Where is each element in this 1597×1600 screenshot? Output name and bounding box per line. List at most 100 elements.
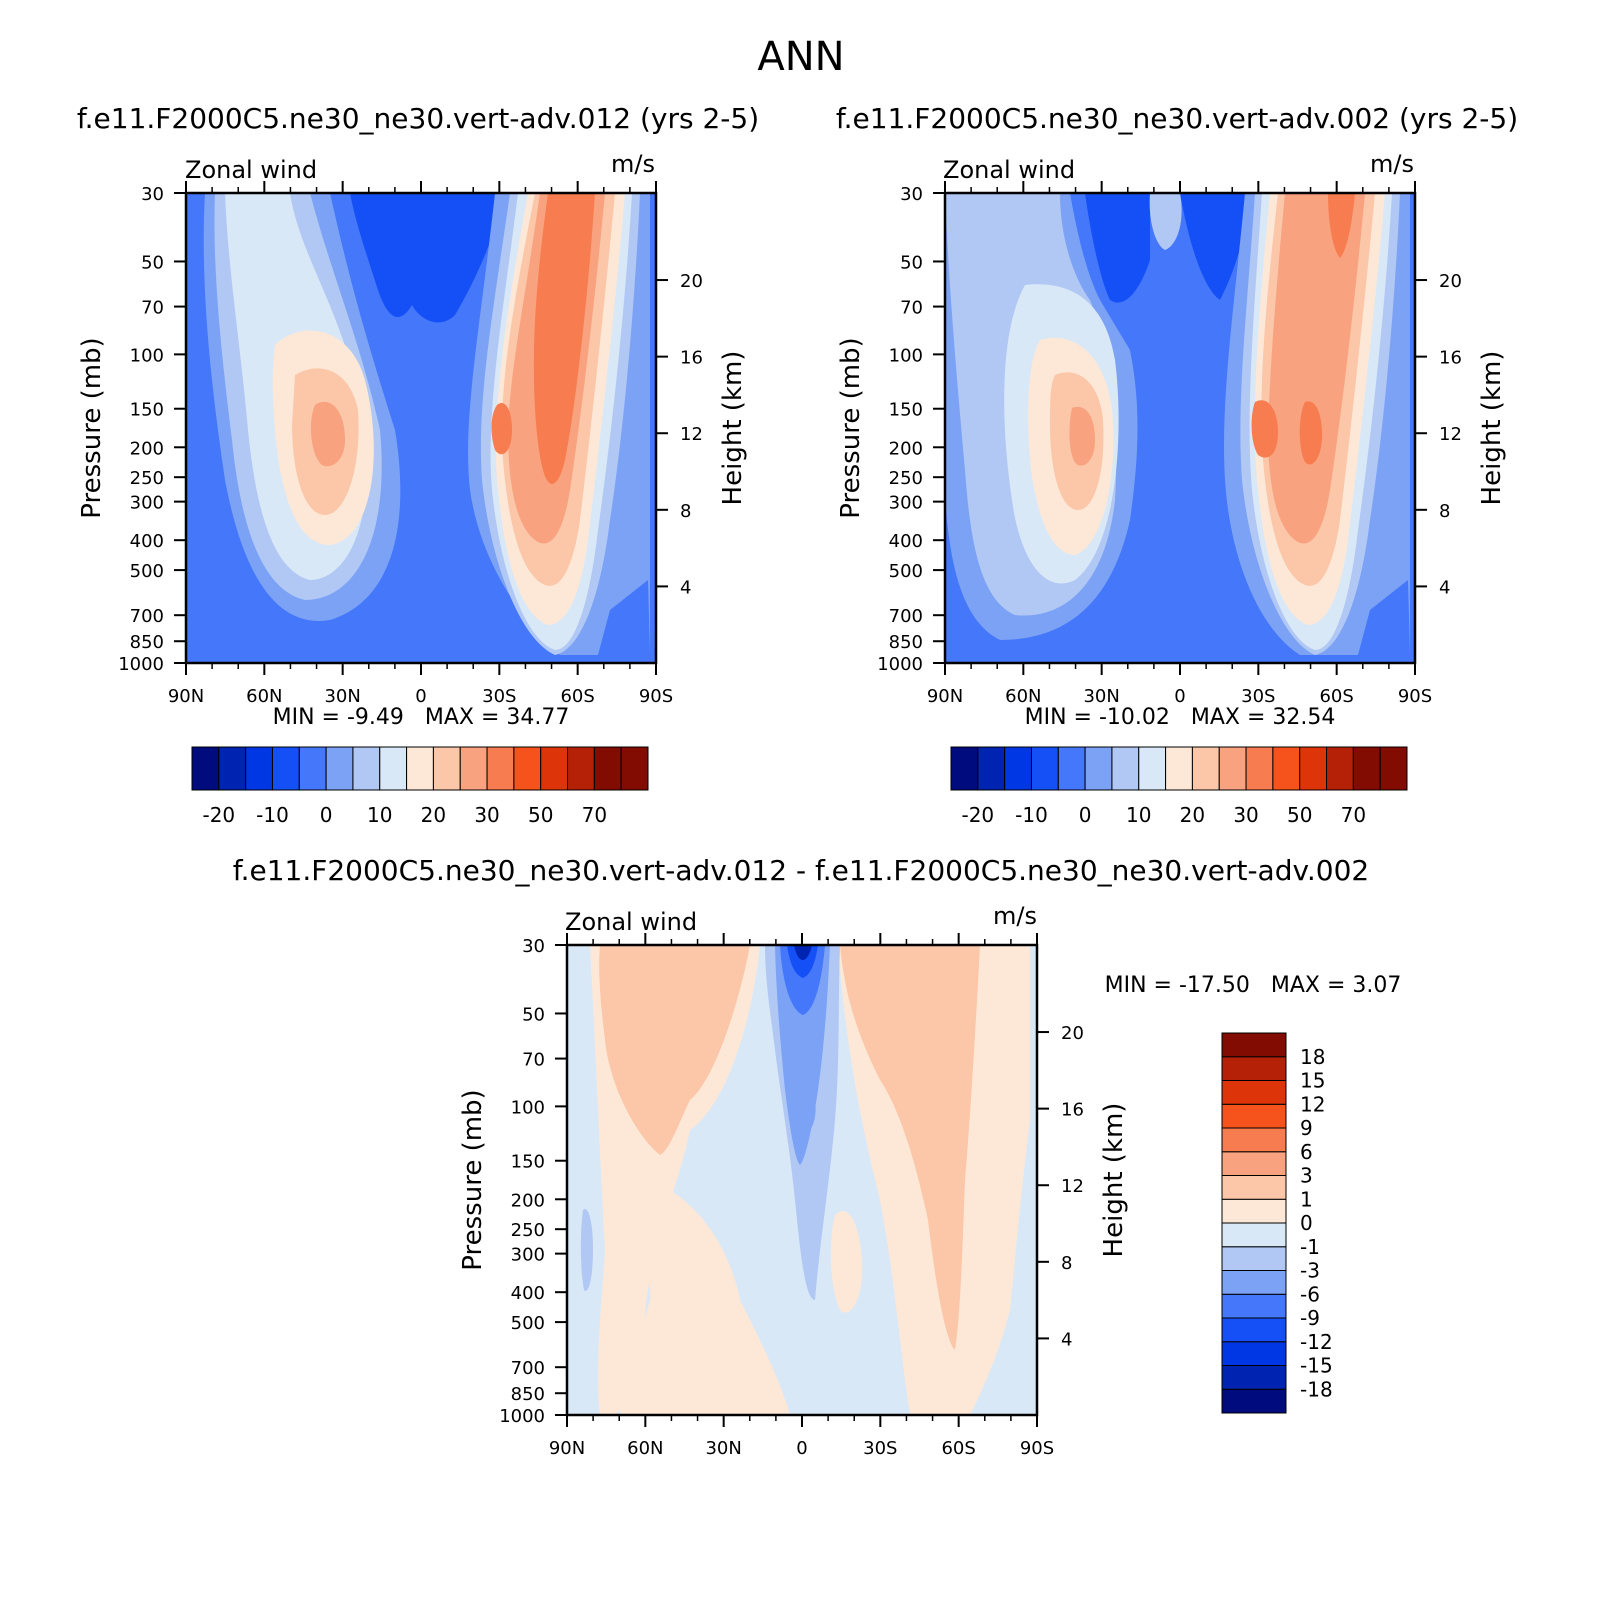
colorbar-swatch [271, 746, 300, 791]
colorbar-swatch [379, 746, 408, 791]
min-max-stats: MIN = -17.50 MAX = 3.07 [1105, 973, 1402, 998]
colorbar-swatch [1221, 1032, 1287, 1058]
colorbar-swatch [1221, 1341, 1287, 1366]
colorbar-label: 6 [1300, 1140, 1313, 1164]
colorbar-label: 30 [1233, 803, 1258, 827]
y-tick-label: 50 [141, 252, 164, 273]
contour-band-salmon-north [1069, 406, 1095, 466]
colorbar-label: -6 [1300, 1282, 1320, 1306]
x-tick-label: 30N [1083, 686, 1119, 707]
colorbar-swatch [593, 746, 622, 791]
colorbar-swatch [459, 746, 488, 791]
panel-title: f.e11.F2000C5.ne30_ne30.vert-adv.012 - f… [233, 854, 1369, 887]
y-tick-label: 250 [130, 468, 164, 489]
colorbar-swatch [1221, 1103, 1287, 1129]
colorbar-swatch [567, 746, 595, 791]
colorbar-label: 9 [1300, 1116, 1313, 1140]
colorbar-swatch [950, 746, 979, 791]
contour-plot [943, 191, 1417, 665]
contour-plot [184, 191, 658, 665]
y-tick-label: 100 [130, 345, 164, 366]
colorbar-swatch [1004, 746, 1032, 791]
y2-tick-label: 16 [680, 348, 703, 369]
contour-band-negative-north-isolated [580, 1209, 593, 1291]
colorbar-swatch [1326, 746, 1354, 791]
units-label: m/s [993, 902, 1037, 930]
contour-band-light-blue-equator [1149, 193, 1182, 250]
colorbar-swatch [1221, 1365, 1287, 1390]
y-tick-label: 70 [900, 298, 923, 319]
y-tick-label: 500 [511, 1313, 545, 1334]
y-tick-label: 70 [141, 298, 164, 319]
y-tick-label: 500 [130, 561, 164, 582]
colorbar-swatch [1191, 746, 1220, 791]
colorbar-label: -10 [1015, 803, 1048, 827]
y-tick-label: 400 [889, 531, 923, 552]
colorbar-swatch [1245, 746, 1274, 791]
panel-title: f.e11.F2000C5.ne30_ne30.vert-adv.002 (yr… [836, 102, 1518, 135]
y-tick-label: 150 [130, 400, 164, 421]
x-tick-label: 90S [639, 686, 673, 707]
x-tick-label: 30N [705, 1438, 741, 1459]
contour-band-positive-north-lower [620, 1180, 790, 1415]
figure-title: ANN [757, 34, 844, 80]
x-tick-label: 0 [1174, 686, 1185, 707]
contour-band-dark-blue-easterlies-east [1180, 193, 1250, 300]
contour-band-positive-equator-lower [830, 1211, 862, 1313]
colorbar-label: 70 [1341, 803, 1366, 827]
colorbar-label: -15 [1300, 1354, 1333, 1378]
variable-label: Zonal wind [565, 908, 697, 936]
y-tick-label: 700 [889, 606, 923, 627]
colorbar-swatch [352, 746, 381, 791]
contour-band-orange-jet-core-east [1299, 401, 1322, 465]
colorbar-swatch [486, 746, 515, 791]
contour-band-positive-north-strong [599, 945, 750, 1155]
colorbar-swatch [1221, 1056, 1287, 1081]
min-max-stats: MIN = -10.02 MAX = 32.54 [1025, 705, 1336, 730]
panel-model-012: f.e11.F2000C5.ne30_ne30.vert-adv.012 (yr… [77, 102, 759, 827]
y2-tick-label: 4 [680, 577, 691, 598]
x-tick-label: 90N [168, 686, 204, 707]
y-tick-label: 400 [130, 531, 164, 552]
colorbar-label: -1 [1300, 1235, 1320, 1259]
panel-title: f.e11.F2000C5.ne30_ne30.vert-adv.012 (yr… [77, 102, 759, 135]
y-tick-label: 300 [889, 493, 923, 514]
colorbar-label: 18 [1300, 1045, 1325, 1069]
y-tick-label: 70 [522, 1050, 545, 1071]
colorbar-label: -18 [1300, 1377, 1333, 1401]
y-tick-label: 250 [889, 468, 923, 489]
y-axis-label: Pressure (mb) [458, 1089, 488, 1270]
colorbar-swatch [1299, 746, 1328, 791]
colorbar-swatch [298, 746, 327, 791]
y2-tick-label: 20 [1061, 1023, 1084, 1044]
x-tick-label: 0 [415, 686, 426, 707]
y-tick-label: 200 [130, 438, 164, 459]
contour-band-positive-south-strong [840, 945, 980, 1350]
axes: 90N 60N 30N 0 30S 60S 90S 30 50 70 100 150 200 250 300… [499, 933, 1084, 1459]
colorbar-swatch [245, 746, 273, 791]
colorbar-swatch [406, 746, 434, 791]
contour-band-blue-surface-south [1358, 580, 1410, 655]
y2-axis-label: Height (km) [718, 351, 748, 506]
y2-tick-label: 4 [1439, 577, 1450, 598]
x-tick-label: 30S [1241, 686, 1275, 707]
colorbar-swatch [1221, 1270, 1287, 1295]
colorbar-swatch [325, 746, 354, 791]
colorbar-label: 50 [528, 803, 553, 827]
colorbar-swatch [1030, 746, 1059, 791]
contour-band-negative-secondary [789, 1076, 816, 1135]
contour-band-negative-equator-medium [775, 945, 830, 1165]
y-tick-label: 1000 [499, 1406, 545, 1427]
colorbar-swatch [1379, 746, 1408, 791]
y-axis-label: Pressure (mb) [836, 337, 866, 518]
colorbar-label: 50 [1287, 803, 1312, 827]
x-tick-label: 90N [549, 1438, 585, 1459]
y-tick-label: 1000 [118, 654, 164, 675]
colorbar-swatch [218, 746, 247, 791]
colorbar-label: 1 [1300, 1187, 1313, 1211]
contour-band-minimum [794, 945, 812, 960]
y-tick-label: 850 [130, 632, 164, 653]
colorbar-swatch [1221, 1317, 1287, 1343]
colorbar-label: 10 [1126, 803, 1151, 827]
